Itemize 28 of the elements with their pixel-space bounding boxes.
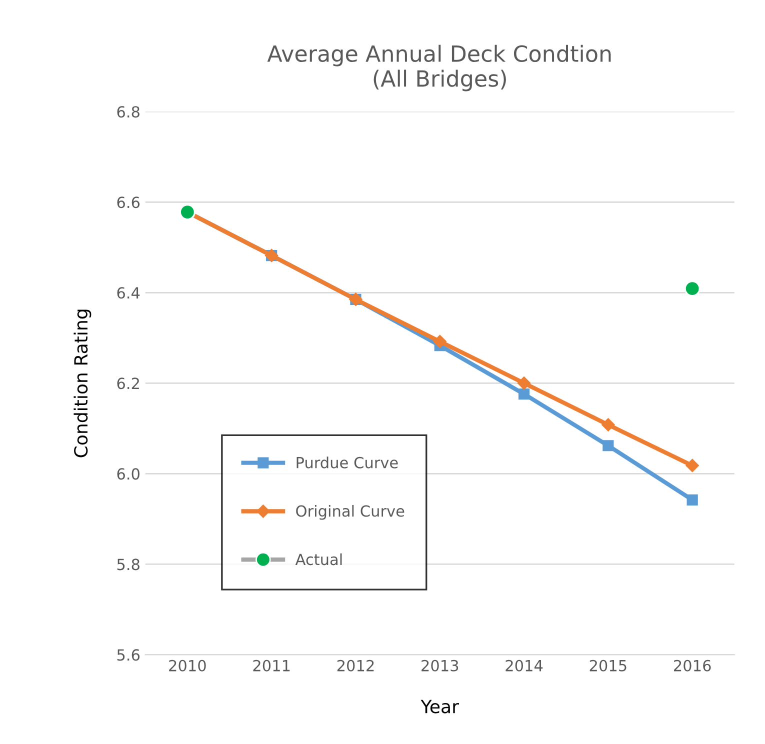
x-tick-label: 2013 — [422, 660, 458, 672]
x-tick-label: 2016 — [674, 660, 711, 672]
point — [686, 458, 699, 472]
legend-label: Original Curve — [296, 504, 404, 520]
legend-label: Purdue Curve — [296, 456, 398, 468]
y-tick-label: 6.8 — [117, 106, 140, 118]
legend-label: Actual — [295, 553, 342, 566]
y-tick-label: 5.6 — [117, 649, 140, 661]
y-axis-title: Condition Rating — [74, 310, 92, 458]
x-axis-title: Year — [420, 700, 459, 714]
chart-title: Average Annual Deck Condtion (All Bridges) — [267, 44, 611, 92]
point — [517, 376, 531, 390]
x-tick-label: 2015 — [590, 660, 626, 672]
y-tick-label: 6.4 — [117, 287, 140, 299]
point — [518, 388, 530, 400]
x-tick-label: 2014 — [506, 660, 543, 672]
point — [684, 280, 700, 297]
x-tick-label: 2012 — [337, 660, 374, 672]
x-tick-label: 2010 — [169, 660, 206, 672]
point — [433, 334, 446, 348]
y-tick-label: 6.2 — [117, 378, 139, 390]
point — [602, 440, 614, 452]
point — [602, 418, 615, 432]
point — [686, 494, 698, 506]
x-tick-label: 2011 — [253, 660, 290, 672]
y-tick-label: 5.8 — [117, 558, 140, 570]
y-tick-label: 6.6 — [117, 196, 140, 208]
y-tick-label: 6.0 — [117, 468, 140, 480]
